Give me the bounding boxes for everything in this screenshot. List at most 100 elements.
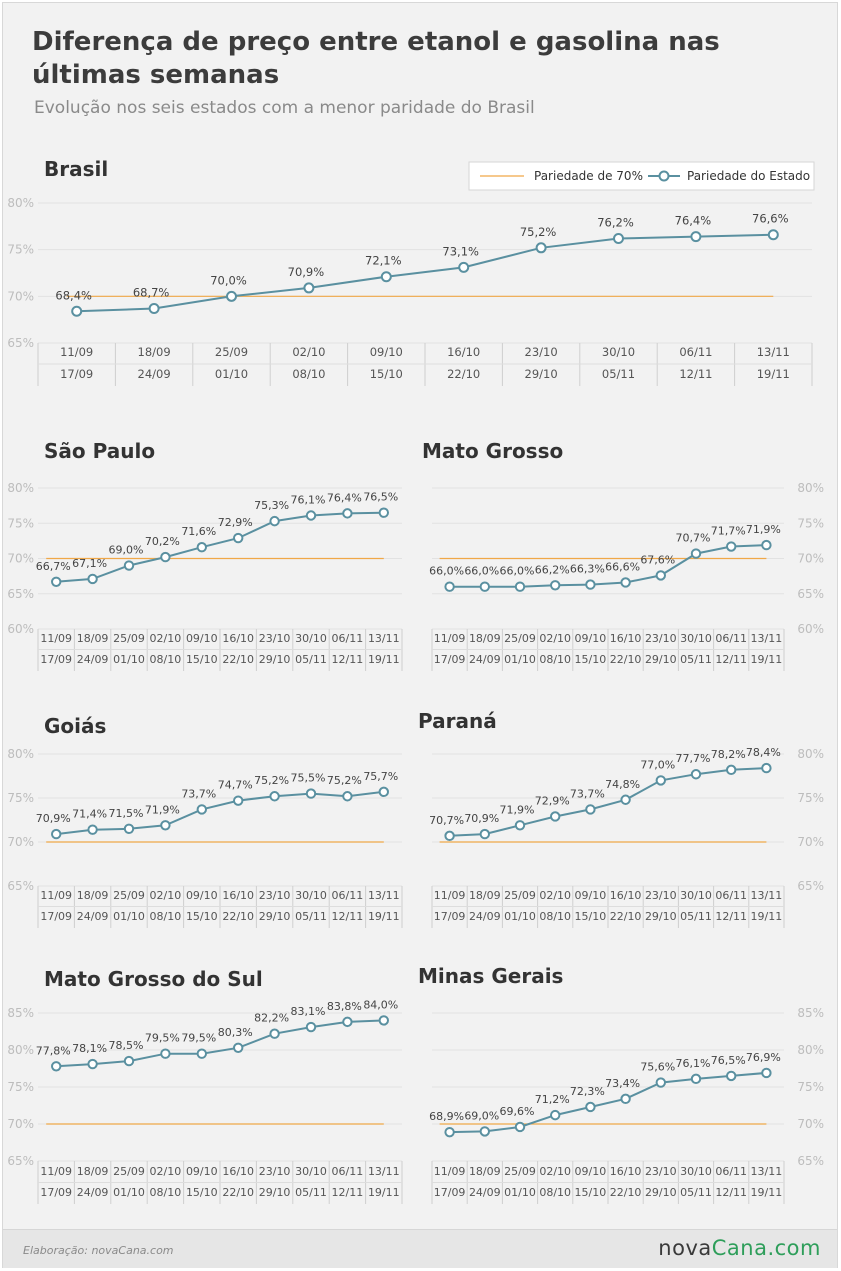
x-tick-label-start: 13/11 [757, 345, 790, 359]
data-label: 66,3% [570, 563, 605, 576]
data-label: 70,0% [210, 273, 247, 287]
data-label: 72,3% [570, 1085, 605, 1098]
data-point [87, 824, 98, 835]
x-tick-label-end: 01/10 [113, 653, 145, 666]
x-tick-label-start: 16/10 [610, 1165, 642, 1178]
data-point [87, 1058, 98, 1070]
x-tick-label-start: 30/10 [680, 632, 712, 645]
data-label: 70,9% [464, 812, 499, 825]
data-point [726, 764, 737, 776]
data-point [226, 290, 237, 302]
x-tick-label-end: 12/11 [332, 653, 364, 666]
series-line [56, 511, 384, 583]
data-point [690, 769, 702, 780]
data-point [71, 305, 83, 317]
data-label: 70,9% [36, 812, 71, 825]
data-label: 66,6% [605, 560, 640, 573]
x-tick-label-end: 22/10 [610, 1186, 642, 1199]
x-tick-label-end: 29/10 [645, 910, 677, 923]
data-label: 75,2% [520, 225, 557, 239]
x-tick-label-start: 23/10 [645, 1165, 677, 1178]
x-tick-label-end: 15/10 [370, 367, 403, 381]
x-tick-label-start: 18/09 [138, 345, 171, 359]
data-label: 73,1% [442, 244, 479, 258]
data-label: 79,5% [181, 1032, 216, 1045]
x-tick-label-end: 22/10 [222, 910, 254, 923]
x-tick-label-end: 29/10 [259, 1186, 291, 1199]
data-label: 78,2% [711, 748, 746, 761]
y-tick-label: 70% [797, 835, 824, 849]
y-tick-label: 70% [7, 1117, 34, 1131]
data-label: 72,9% [535, 794, 570, 807]
data-point [479, 828, 490, 840]
y-tick-label: 65% [797, 587, 824, 601]
series-line [56, 790, 384, 836]
data-label: 79,5% [145, 1032, 180, 1045]
data-point [620, 1093, 631, 1105]
x-tick-label-start: 23/10 [645, 632, 677, 645]
chart-title: Mato Grosso [422, 439, 563, 463]
x-tick-label-end: 05/11 [295, 1186, 327, 1199]
x-tick-label-end: 24/09 [469, 653, 501, 666]
y-tick-label: 80% [7, 1043, 34, 1057]
x-tick-label-end: 17/09 [40, 653, 72, 666]
data-label: 70,7% [676, 532, 711, 545]
data-label: 67,6% [640, 553, 675, 566]
x-tick-label-end: 17/09 [434, 653, 466, 666]
x-tick-label-end: 12/11 [715, 910, 747, 923]
x-tick-label-start: 13/11 [368, 889, 400, 902]
x-tick-label-start: 30/10 [602, 345, 635, 359]
x-tick-label-start: 06/11 [332, 632, 364, 645]
x-tick-label-start: 30/10 [680, 889, 712, 902]
y-tick-label: 65% [797, 879, 824, 893]
data-label: 70,9% [288, 265, 325, 279]
x-tick-label-end: 05/11 [680, 1186, 712, 1199]
x-tick-label-end: 05/11 [680, 653, 712, 666]
y-tick-label: 75% [7, 243, 34, 257]
data-point [233, 1042, 244, 1053]
data-label: 78,5% [109, 1039, 144, 1052]
chart-title: São Paulo [44, 439, 155, 463]
y-tick-label: 70% [7, 835, 34, 849]
x-tick-label-end: 05/11 [602, 367, 635, 381]
data-point [269, 515, 280, 527]
x-tick-label-start: 13/11 [751, 1165, 783, 1178]
data-label: 69,0% [464, 1109, 499, 1122]
x-tick-label-start: 11/09 [434, 632, 466, 645]
y-tick-label: 85% [7, 1006, 34, 1020]
x-tick-label-end: 24/09 [77, 1186, 109, 1199]
x-tick-label-end: 08/10 [539, 910, 571, 923]
x-tick-label-start: 11/09 [434, 1165, 466, 1178]
x-tick-label-start: 11/09 [40, 1165, 72, 1178]
y-tick-label: 80% [7, 481, 34, 495]
data-label: 76,1% [291, 493, 326, 506]
data-label: 75,2% [327, 774, 362, 787]
x-tick-label-start: 30/10 [295, 632, 327, 645]
data-label: 73,4% [605, 1077, 640, 1090]
x-tick-label-start: 02/10 [539, 1165, 571, 1178]
data-label: 76,5% [711, 1054, 746, 1067]
x-tick-label-start: 06/11 [715, 889, 747, 902]
y-tick-label: 75% [797, 516, 824, 530]
x-tick-label-end: 05/11 [295, 653, 327, 666]
x-tick-label-start: 30/10 [680, 1165, 712, 1178]
x-tick-label-start: 11/09 [40, 889, 72, 902]
x-tick-label-start: 23/10 [645, 889, 677, 902]
data-label: 72,9% [218, 516, 253, 529]
x-tick-label-end: 19/11 [751, 653, 783, 666]
data-label: 75,6% [640, 1061, 675, 1074]
data-label: 66,0% [500, 565, 535, 578]
y-tick-label: 80% [7, 747, 34, 761]
data-point [550, 580, 561, 591]
logo-part2: Cana.com [711, 1236, 821, 1260]
x-tick-label-end: 17/09 [434, 910, 466, 923]
data-label: 75,5% [291, 772, 326, 785]
data-point [444, 581, 455, 592]
x-tick-label-start: 09/10 [370, 345, 403, 359]
x-tick-label-end: 15/10 [575, 910, 607, 923]
data-label: 72,1% [365, 254, 402, 268]
y-tick-label: 70% [7, 289, 34, 303]
x-tick-label-start: 18/09 [469, 889, 501, 902]
data-point [585, 579, 596, 590]
